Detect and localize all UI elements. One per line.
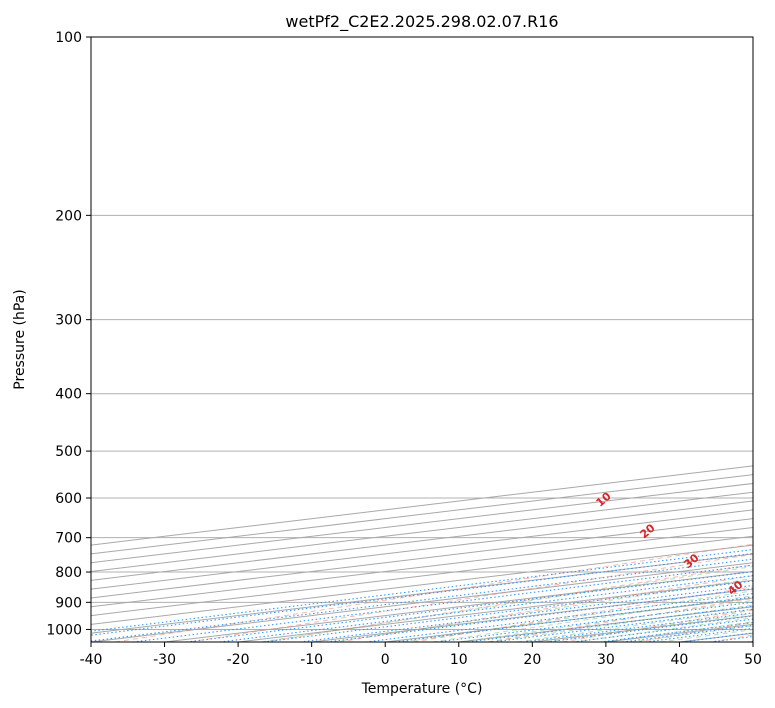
isotherm-line (679, 632, 753, 642)
isotherm-line (91, 465, 753, 546)
dry-adiabat-line (562, 609, 753, 642)
y-tick-label: 1000 (46, 622, 82, 638)
x-tick-label: 10 (450, 652, 468, 668)
y-tick-label: 300 (55, 313, 82, 329)
isotherm-line (91, 491, 753, 573)
x-tick-label: 0 (381, 652, 390, 668)
mixing-ratio-line (91, 549, 753, 632)
isotherm-line (91, 553, 753, 634)
moist-adiabat-line (431, 595, 753, 642)
dry-adiabat-line (189, 553, 753, 642)
isotherm-line (91, 500, 753, 581)
dry-adiabat-line (338, 575, 753, 642)
dry-adiabat-line (413, 586, 753, 642)
y-tick-label: 500 (55, 444, 82, 460)
y-tick-label: 700 (55, 531, 82, 547)
y-tick-label: 900 (55, 595, 82, 611)
isotherm-line (91, 535, 753, 617)
moist-adiabat-line (260, 565, 753, 642)
moist-adiabat-line (660, 629, 753, 642)
moist-adiabat-line (403, 590, 753, 642)
isotherm-line (238, 579, 753, 642)
isotherm-line (91, 509, 753, 590)
isotherm-line (91, 526, 753, 608)
y-tick-label: 200 (55, 208, 82, 224)
isotherm-line (752, 641, 753, 642)
x-tick-label: 50 (744, 652, 762, 668)
isotherm-line (385, 597, 753, 642)
chart-title: wetPf2_C2E2.2025.298.02.07.R16 (285, 12, 558, 32)
isotherm-line (91, 518, 753, 599)
plot-frame (90, 36, 754, 643)
y-tick-label: 400 (55, 387, 82, 403)
dry-adiabat-label: 10 (594, 489, 614, 509)
y-tick-label: 800 (55, 565, 82, 581)
mixing-ratio-line (299, 584, 753, 642)
x-tick-label: 20 (523, 652, 541, 668)
moist-adiabat-line (545, 613, 753, 642)
mixing-ratio-line (263, 580, 753, 642)
dry-adiabat-label: 20 (638, 521, 658, 541)
moist-adiabat-line (460, 599, 753, 642)
isotherm-line (458, 606, 753, 642)
isotherm-line (91, 482, 753, 564)
isotherm-line (91, 562, 753, 642)
x-tick-label: 30 (597, 652, 615, 668)
x-tick-label: -10 (300, 652, 323, 668)
x-axis-label: Temperature (°C) (361, 681, 483, 697)
dry-adiabat-line (711, 634, 753, 642)
x-tick-label: -20 (227, 652, 250, 668)
y-axis-label: Pressure (hPa) (12, 289, 28, 389)
y-tick-label: 600 (55, 491, 82, 507)
y-tick-label: 100 (55, 30, 82, 46)
dry-adiabat-line (115, 543, 753, 642)
moist-adiabat-line (332, 578, 753, 642)
mixing-ratio-line (394, 596, 753, 642)
x-tick-label: -40 (80, 652, 103, 668)
isotherm-line (91, 474, 753, 555)
x-tick-label: 40 (671, 652, 689, 668)
mixing-ratio-line (326, 588, 753, 642)
moist-adiabat-line (573, 617, 753, 642)
x-tick-label: -30 (153, 652, 176, 668)
